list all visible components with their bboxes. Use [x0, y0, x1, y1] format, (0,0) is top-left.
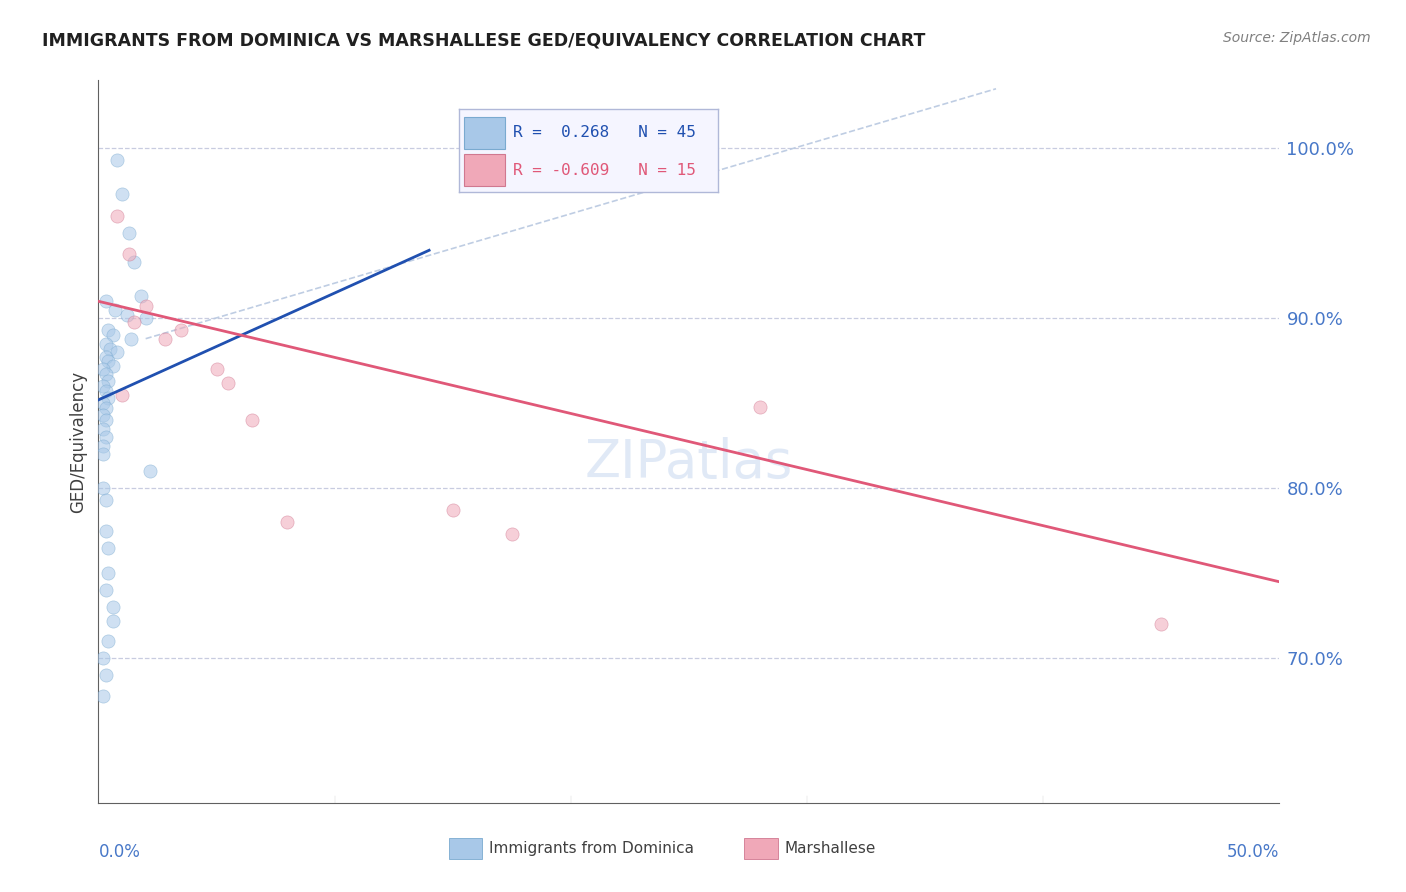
Point — [94, 524, 117, 538]
Point — [101, 600, 124, 615]
Point — [501, 527, 523, 541]
Point — [748, 400, 770, 414]
Point — [97, 566, 120, 581]
Point — [91, 396, 114, 410]
Point — [217, 376, 239, 390]
Point — [121, 332, 143, 346]
Point — [122, 315, 145, 329]
Point — [91, 379, 114, 393]
Point — [97, 541, 120, 555]
Point — [94, 493, 117, 508]
Point — [97, 391, 120, 405]
Text: Source: ZipAtlas.com: Source: ZipAtlas.com — [1223, 31, 1371, 45]
Point — [170, 323, 193, 337]
Point — [94, 413, 117, 427]
Point — [122, 255, 145, 269]
Point — [153, 332, 176, 346]
Point — [441, 503, 464, 517]
Point — [129, 289, 152, 303]
Point — [94, 668, 117, 682]
Point — [94, 401, 117, 416]
Point — [94, 351, 117, 365]
Point — [115, 308, 138, 322]
Point — [240, 413, 263, 427]
Point — [118, 246, 141, 260]
Point — [91, 481, 114, 495]
Point — [101, 614, 124, 628]
Text: 50.0%: 50.0% — [1227, 843, 1279, 861]
Point — [94, 384, 117, 399]
Text: 0.0%: 0.0% — [98, 843, 141, 861]
Point — [91, 447, 114, 461]
Point — [97, 353, 120, 368]
Text: IMMIGRANTS FROM DOMINICA VS MARSHALLESE GED/EQUIVALENCY CORRELATION CHART: IMMIGRANTS FROM DOMINICA VS MARSHALLESE … — [42, 31, 925, 49]
Point — [97, 323, 120, 337]
Point — [111, 388, 134, 402]
Point — [118, 227, 141, 241]
Text: Marshallese: Marshallese — [785, 841, 876, 855]
Point — [91, 408, 114, 422]
Point — [101, 359, 124, 373]
Point — [94, 294, 117, 309]
Point — [205, 362, 228, 376]
Point — [135, 311, 157, 326]
Point — [97, 374, 120, 388]
Point — [98, 342, 121, 356]
Point — [91, 362, 114, 376]
Point — [94, 368, 117, 382]
Point — [105, 153, 128, 168]
Point — [105, 209, 128, 223]
Point — [105, 345, 128, 359]
Point — [97, 634, 120, 648]
Point — [91, 422, 114, 436]
Point — [104, 302, 127, 317]
Point — [94, 336, 117, 351]
Point — [101, 328, 124, 343]
Point — [139, 464, 162, 478]
Text: Immigrants from Dominica: Immigrants from Dominica — [489, 841, 695, 855]
Point — [135, 299, 157, 313]
Point — [91, 651, 114, 665]
Point — [111, 187, 134, 202]
Y-axis label: GED/Equivalency: GED/Equivalency — [69, 370, 87, 513]
Text: ZIPatlas: ZIPatlas — [585, 437, 793, 489]
Point — [91, 689, 114, 703]
Point — [1150, 617, 1173, 632]
Point — [91, 439, 114, 453]
Point — [276, 516, 298, 530]
Point — [94, 583, 117, 598]
Point — [94, 430, 117, 444]
